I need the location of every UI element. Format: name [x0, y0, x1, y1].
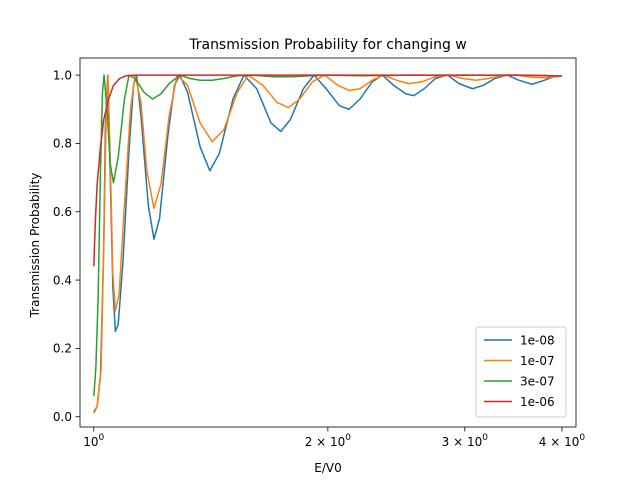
y-axis-label: Transmission Probability: [28, 173, 42, 319]
y-tick-label: 0.4: [53, 273, 72, 287]
legend: 1e-08 1e-07 3e-07 1e-06: [475, 326, 567, 418]
legend-box: [475, 326, 567, 418]
x-tick-label: 3 × 100: [442, 433, 489, 449]
legend-label: 1e-07: [520, 354, 555, 368]
x-tick-label: 100: [83, 433, 104, 449]
y-tick-label: 0.8: [53, 137, 72, 151]
series-line-1: [93, 74, 562, 414]
x-axis-label: E/V0: [314, 461, 341, 475]
legend-label: 1e-08: [520, 333, 555, 347]
y-tick-label: 0.6: [53, 205, 72, 219]
series-line-0: [93, 74, 562, 413]
legend-label: 1e-06: [520, 395, 555, 409]
axes: 100 2 × 100 3 × 100 4 × 100 0.0 0.2 0.4 0.6 0.8 1…: [53, 57, 586, 449]
y-tick-label: 0.0: [53, 410, 72, 424]
plot-series: [93, 74, 562, 414]
series-line-3: [93, 74, 562, 267]
legend-label: 3e-07: [520, 374, 555, 388]
x-tick-label: 4 × 100: [539, 433, 586, 449]
chart-title: Transmission Probability for changing w: [188, 37, 467, 53]
y-tick-label: 1.0: [53, 68, 72, 82]
x-tick-label: 2 × 100: [305, 433, 352, 449]
y-tick-label: 0.2: [53, 342, 72, 356]
